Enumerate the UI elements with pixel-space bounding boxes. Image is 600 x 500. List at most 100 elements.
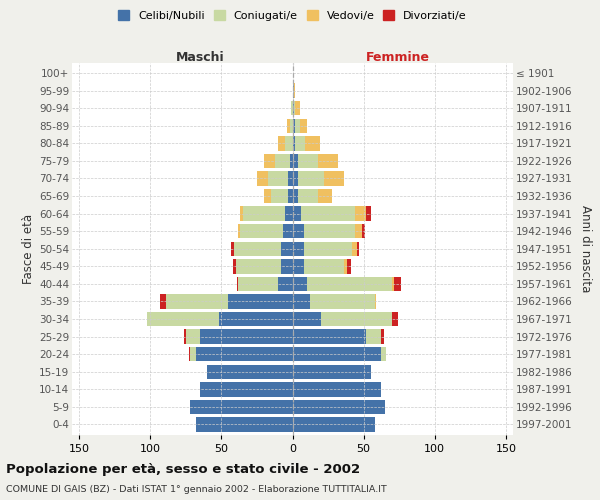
Y-axis label: Anni di nascita: Anni di nascita	[580, 205, 592, 292]
Bar	[190, 400, 293, 414]
Bar	[298, 154, 318, 168]
Bar	[307, 276, 392, 291]
Bar	[347, 259, 351, 274]
Bar	[240, 224, 283, 238]
Bar	[234, 242, 281, 256]
Bar	[290, 118, 293, 133]
Bar	[148, 312, 218, 326]
Bar	[298, 189, 318, 203]
Bar	[196, 418, 293, 432]
Bar	[293, 206, 301, 221]
Bar	[286, 206, 293, 221]
Bar	[293, 242, 304, 256]
Bar	[293, 276, 307, 291]
Bar	[293, 400, 385, 414]
Bar	[288, 172, 293, 185]
Bar	[318, 154, 338, 168]
Text: Popolazione per età, sesso e stato civile - 2002: Popolazione per età, sesso e stato civil…	[6, 462, 360, 475]
Bar	[293, 154, 298, 168]
Bar	[166, 294, 229, 308]
Bar	[392, 276, 394, 291]
Bar	[281, 259, 293, 274]
Bar	[290, 154, 293, 168]
Bar	[305, 136, 320, 150]
Bar	[236, 259, 281, 274]
Bar	[310, 294, 375, 308]
Bar	[275, 154, 290, 168]
Bar	[321, 312, 392, 326]
Text: COMUNE DI GAIS (BZ) - Dati ISTAT 1° gennaio 2002 - Elaborazione TUTTITALIA.IT: COMUNE DI GAIS (BZ) - Dati ISTAT 1° genn…	[6, 485, 387, 494]
Bar	[293, 136, 295, 150]
Bar	[356, 242, 359, 256]
Bar	[238, 276, 278, 291]
Bar	[381, 330, 383, 344]
Bar	[257, 172, 268, 185]
Bar	[196, 347, 293, 362]
Bar	[293, 382, 381, 396]
Bar	[392, 312, 398, 326]
Bar	[218, 312, 293, 326]
Bar	[233, 259, 236, 274]
Bar	[293, 364, 371, 379]
Bar	[229, 294, 293, 308]
Bar	[160, 294, 166, 308]
Bar	[293, 330, 367, 344]
Bar	[293, 418, 375, 432]
Bar	[295, 136, 305, 150]
Bar	[243, 206, 286, 221]
Bar	[264, 154, 275, 168]
Text: Femmine: Femmine	[367, 52, 430, 64]
Bar	[367, 206, 371, 221]
Bar	[295, 101, 299, 116]
Bar	[298, 172, 324, 185]
Bar	[287, 118, 290, 133]
Bar	[362, 224, 365, 238]
Bar	[268, 172, 288, 185]
Bar	[207, 364, 293, 379]
Bar	[293, 118, 295, 133]
Bar	[304, 259, 344, 274]
Bar	[294, 101, 295, 116]
Bar	[293, 347, 381, 362]
Bar	[232, 242, 234, 256]
Bar	[304, 224, 355, 238]
Bar	[293, 294, 310, 308]
Legend: Celibi/Nubili, Coniugati/e, Vedovi/e, Divorziati/e: Celibi/Nubili, Coniugati/e, Vedovi/e, Di…	[118, 10, 467, 21]
Bar	[293, 189, 298, 203]
Bar	[367, 330, 381, 344]
Bar	[240, 206, 243, 221]
Bar	[291, 101, 293, 116]
Bar	[375, 294, 376, 308]
Bar	[293, 224, 304, 238]
Bar	[184, 330, 186, 344]
Bar	[293, 172, 298, 185]
Bar	[286, 136, 293, 150]
Bar	[301, 206, 355, 221]
Bar	[293, 101, 294, 116]
Bar	[293, 259, 304, 274]
Bar	[237, 276, 238, 291]
Bar	[381, 347, 386, 362]
Bar	[200, 330, 293, 344]
Bar	[293, 312, 321, 326]
Bar	[299, 118, 307, 133]
Bar	[278, 276, 293, 291]
Bar	[264, 189, 271, 203]
Y-axis label: Fasce di età: Fasce di età	[22, 214, 35, 284]
Bar	[352, 242, 356, 256]
Bar	[344, 259, 347, 274]
Bar	[294, 84, 295, 98]
Bar	[318, 189, 332, 203]
Bar	[190, 347, 196, 362]
Bar	[278, 136, 286, 150]
Bar	[394, 276, 401, 291]
Bar	[355, 206, 367, 221]
Bar	[324, 172, 344, 185]
Bar	[355, 224, 362, 238]
Bar	[186, 330, 200, 344]
Bar	[238, 224, 240, 238]
Bar	[283, 224, 293, 238]
Bar	[200, 382, 293, 396]
Bar	[281, 242, 293, 256]
Bar	[188, 347, 190, 362]
